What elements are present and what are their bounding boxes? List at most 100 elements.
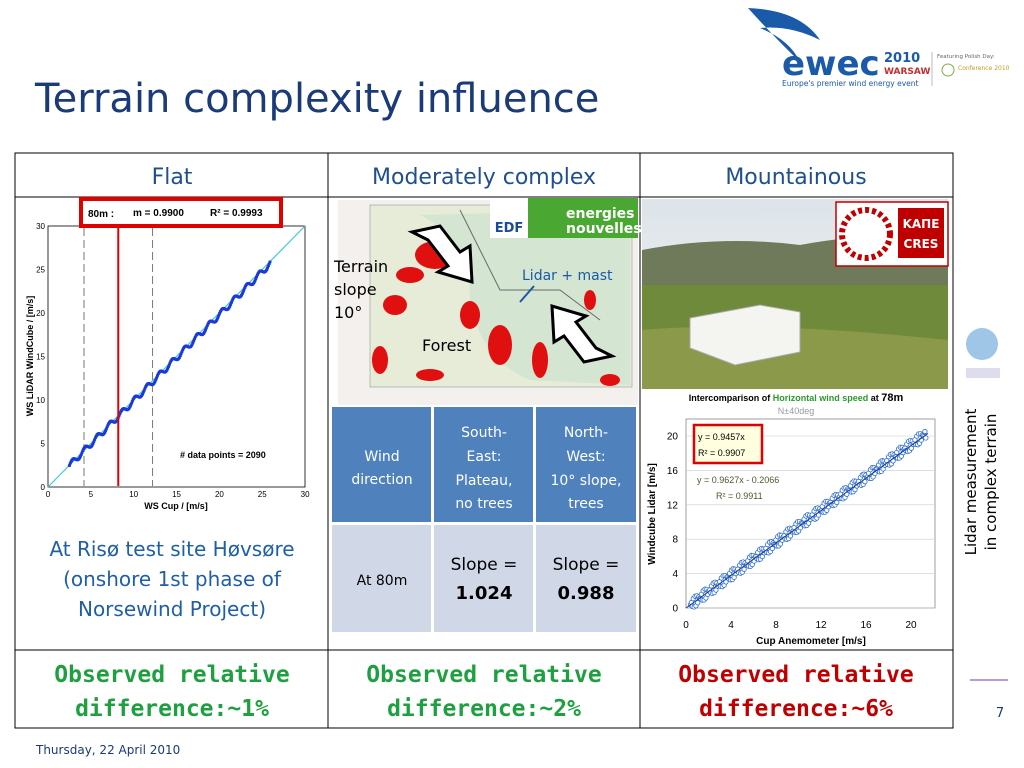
inner-cell-value: 1.024 [456,583,513,604]
x-tick-label: 0 [46,490,51,499]
fit-box [692,423,764,465]
forest-patches [372,241,620,386]
inner-cell-text: Slope = [451,555,518,575]
y-tick-label: 5 [41,440,46,449]
inner-header: trees [568,496,603,512]
arrow [550,303,617,364]
stats-box [79,197,283,228]
pointer [519,285,535,303]
fit-equation: y = 0.9457x [698,432,745,442]
y-tick-label: 30 [36,222,45,231]
y-tick-label: 0 [672,604,678,615]
y-tick-label: 12 [667,500,679,511]
photo-lidar-box [689,304,801,366]
chart-title: Intercomparison of Horizontal wind speed… [689,392,904,404]
x-tick-label: 20 [215,490,224,499]
y-axis-label: Windcube Lidar [m/s] [647,463,658,565]
footer-text: Observed relative [678,662,913,688]
x-tick-label: 10 [129,490,138,499]
logo-year: 2010 [884,51,920,66]
en-logo-line: nouvelles [566,221,642,237]
scatter-dot [268,260,272,264]
scatter-dot [922,428,928,435]
x-tick-label: 16 [860,620,872,631]
footer-text: difference:~1% [75,696,269,722]
date: Thursday, 22 April 2010 [35,743,180,757]
inner-header: Wind [364,449,399,465]
title-part: 78m [881,392,903,404]
inner-table: Wind direction South- East: Plateau, no … [332,407,636,632]
caption-line: At Risø test site Høvsøre [49,537,294,561]
edf-logo-box [490,198,528,238]
ewec-logo: ewec 2010 WARSAW Europe's premier wind e… [748,8,1010,88]
inner-cell [434,407,533,522]
x-axis-label: WS Cup / [m/s] [144,501,208,511]
y-tick-label: 0 [41,483,46,492]
title-part: at [868,393,881,403]
en-logo-line: energies [566,206,635,222]
x-tick-label: 25 [258,490,267,499]
scatter-dot [741,566,747,572]
y-axis-label: WS LiDAR WindCube / [m/s] [25,296,35,416]
x-tick-label: 0 [683,620,689,631]
column-header: Moderately complex [372,165,596,190]
logo-conference: Conference 2010 [958,65,1010,72]
inner-cell-value: 0.988 [558,583,615,604]
inner-cell-text: At 80m [357,573,408,589]
forest-annotation: Forest [422,336,471,355]
arrow [407,224,474,285]
y-tick-label: 8 [672,535,678,546]
inner-cell-text: Slope = [553,555,620,575]
inner-header: North- [564,425,608,441]
caption-line: (onshore 1st phase of [63,567,282,591]
title-part: Intercomparison of [689,393,773,403]
x-tick-label: 15 [172,490,181,499]
side-label: in complex terrain [982,414,1000,551]
fit-equation: R² = 0.9911 [716,491,763,501]
slope-annotation: Terrain [333,257,388,276]
plot-image [47,225,306,488]
y-tick-label: 25 [36,266,45,275]
inner-header: Plateau, [456,473,513,489]
cres-logo-text: ΚΑΠΕ [903,217,940,231]
footer-text: difference:~6% [699,696,893,722]
table-grid [14,152,954,729]
logo-name: ewec [782,44,880,84]
slide-title: Terrain complexity influence [34,76,599,122]
inner-cell [536,525,636,632]
side-label: Lidar measurement [962,408,980,555]
y-tick-label: 16 [667,466,679,477]
cres-logo-text: CRES [904,237,939,251]
x-tick-label: 12 [815,620,827,631]
scatter-dot [695,600,701,606]
stats-label: 80m : [88,209,114,220]
inner-header: no trees [455,496,512,512]
points-note: # data points = 2090 [180,450,266,460]
x-tick-label: 30 [301,490,310,499]
cyan-line [47,225,306,488]
x-tick-label: 5 [89,490,94,499]
inner-header: direction [351,472,412,488]
logo-city: WARSAW [884,67,930,77]
table-border [14,152,954,729]
inner-header: West: [566,449,605,465]
mountain-chart: Intercomparison of Horizontal wind speed… [647,392,936,647]
x-axis-label: Cup Anemometer [m/s] [756,636,866,647]
title-part: Horizontal wind speed [773,393,869,403]
cres-logo-mark [839,207,893,261]
x-tick-label: 20 [905,620,917,631]
site-photo: ΚΑΠΕ CRES [642,199,949,389]
inner-cell [536,407,636,522]
inner-header: East: [467,449,502,465]
slope-annotation: 10° [334,303,362,322]
inner-header: South- [461,425,507,441]
x-tick-label: 8 [773,620,779,631]
stats-r2: R² = 0.9993 [210,208,263,219]
y-tick-label: 20 [36,309,45,318]
side-bar [966,368,1000,378]
page-number: 7 [996,706,1004,721]
slope-annotation: slope [334,280,377,299]
chart-subtitle: N±40deg [778,406,814,416]
edf-logo: EDF [495,221,524,236]
